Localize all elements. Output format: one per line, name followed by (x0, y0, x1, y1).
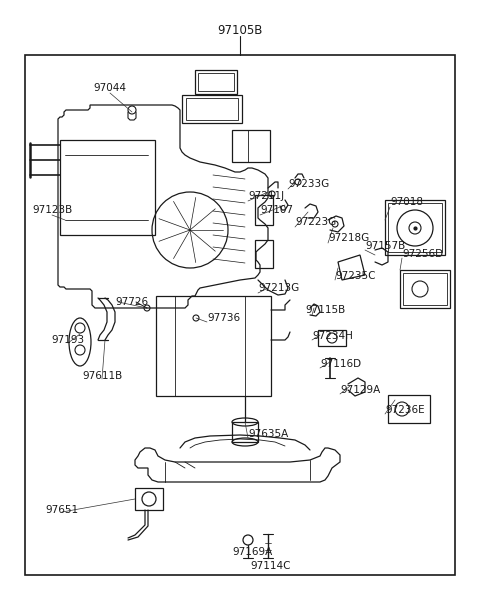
Bar (25, 55, 455, 575)
Bar (388, 395, 430, 423)
Text: 97236E: 97236E (385, 405, 425, 415)
Text: 97105B: 97105B (217, 23, 263, 36)
Text: 97235C: 97235C (335, 271, 375, 281)
Text: 97107: 97107 (260, 205, 293, 215)
Text: 97635A: 97635A (248, 429, 288, 439)
Text: 97611B: 97611B (82, 371, 122, 381)
Text: 97234H: 97234H (312, 331, 353, 341)
Text: 97651: 97651 (46, 505, 79, 515)
Text: 97233G: 97233G (288, 179, 329, 189)
Text: 97018: 97018 (390, 197, 423, 207)
Bar (400, 270, 450, 308)
Bar (388, 203, 442, 252)
Text: 97044: 97044 (94, 83, 127, 93)
Text: 97193: 97193 (51, 335, 84, 345)
Text: 97157B: 97157B (365, 241, 405, 251)
Bar (403, 273, 447, 305)
Text: 97123B: 97123B (32, 205, 72, 215)
Bar (255, 240, 273, 268)
Text: 97223G: 97223G (295, 217, 336, 227)
Text: 97213G: 97213G (258, 283, 299, 293)
Text: 97218G: 97218G (328, 233, 369, 243)
Bar (318, 330, 346, 346)
Bar (195, 70, 237, 94)
Bar (198, 73, 234, 91)
Bar (60, 140, 155, 235)
Text: 97129A: 97129A (340, 385, 380, 395)
Text: 97211J: 97211J (248, 191, 284, 201)
Bar (255, 195, 273, 225)
Text: 97256D: 97256D (402, 249, 443, 259)
Text: 97736: 97736 (207, 313, 240, 323)
Bar (182, 95, 242, 123)
Text: 97115B: 97115B (305, 305, 345, 315)
Text: 97169A: 97169A (232, 547, 272, 557)
Text: 97114C: 97114C (250, 561, 290, 571)
Bar (135, 488, 163, 510)
Text: 97726: 97726 (115, 297, 148, 307)
Text: 97116D: 97116D (320, 359, 361, 369)
Bar (385, 200, 445, 255)
Bar (186, 98, 238, 120)
Bar (232, 422, 258, 442)
Bar (232, 130, 270, 162)
Bar (156, 296, 271, 396)
